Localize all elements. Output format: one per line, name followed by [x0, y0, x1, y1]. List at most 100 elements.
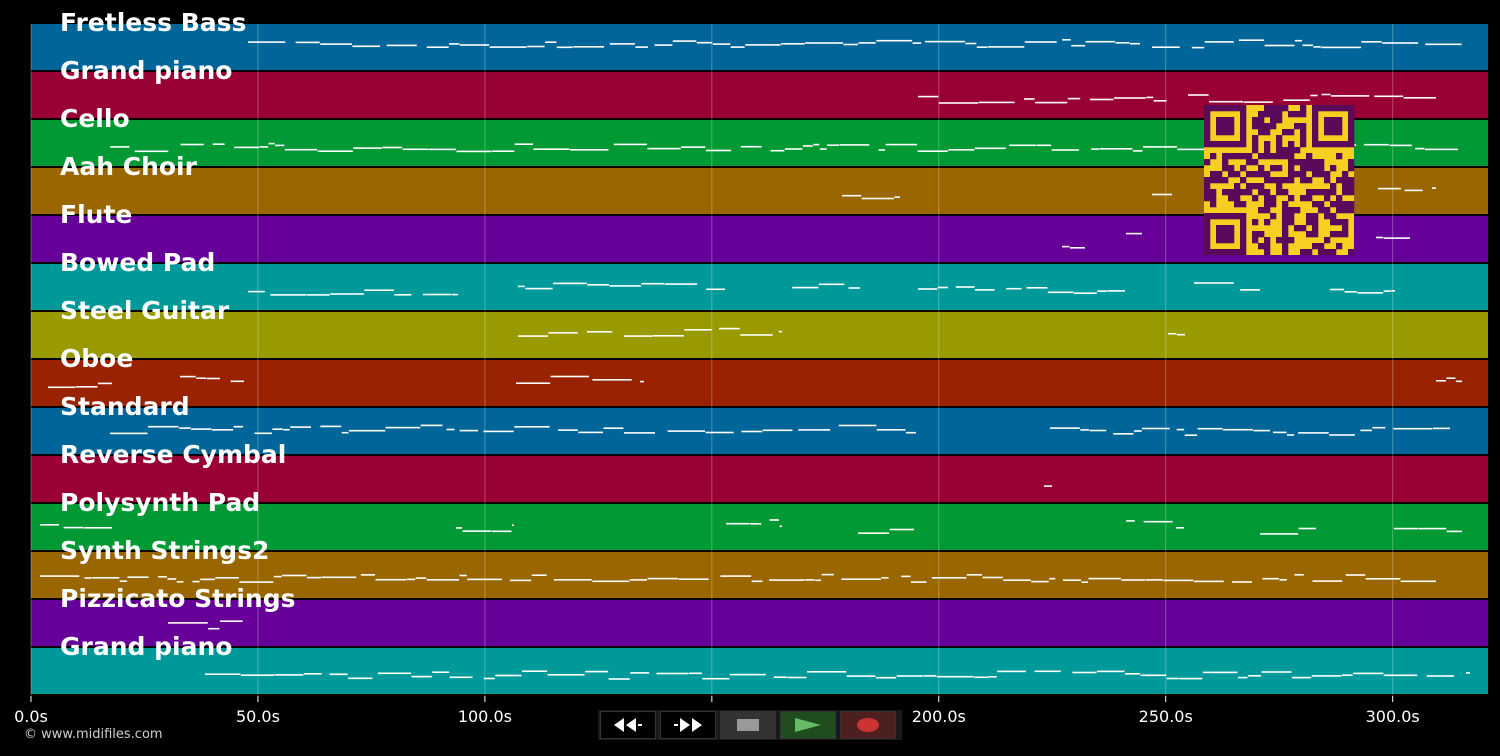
note: [1238, 39, 1265, 41]
qr-module: [1330, 189, 1337, 196]
qr-module: [1246, 183, 1253, 190]
qr-module: [1348, 105, 1355, 112]
qr-module: [1324, 213, 1331, 220]
note: [608, 678, 630, 680]
note: [1446, 530, 1462, 533]
note: [807, 671, 847, 673]
qr-module: [1312, 159, 1319, 166]
play-button[interactable]: [780, 711, 836, 739]
qr-module: [1258, 243, 1265, 250]
qr-module: [1306, 219, 1313, 226]
note: [1243, 101, 1273, 103]
note: [846, 675, 876, 677]
note: [402, 148, 428, 151]
note: [861, 197, 894, 200]
note: [364, 289, 394, 291]
note: [1114, 97, 1146, 99]
note: [965, 42, 977, 45]
rewind-button[interactable]: [600, 711, 656, 739]
note: [1393, 427, 1433, 430]
note: [1321, 46, 1361, 49]
qr-module: [1240, 135, 1247, 142]
note: [911, 581, 927, 583]
qr-module: [1288, 153, 1295, 160]
qr-module: [1234, 183, 1241, 190]
qr-module: [1222, 105, 1229, 112]
track-lane: [31, 456, 1488, 502]
qr-module: [1258, 111, 1265, 118]
qr-module: [1336, 219, 1343, 226]
note: [955, 286, 975, 288]
qr-module: [1228, 117, 1235, 124]
note: [762, 429, 793, 432]
note: [705, 149, 732, 152]
qr-module: [1300, 195, 1307, 202]
play-icon: [795, 718, 821, 732]
qr-module: [1222, 213, 1229, 220]
qr-module: [1336, 231, 1343, 238]
qr-module: [1324, 117, 1331, 124]
qr-module: [1216, 231, 1223, 238]
qr-module: [1300, 111, 1307, 118]
qr-module: [1288, 219, 1295, 226]
qr-module: [1252, 231, 1259, 238]
note: [741, 430, 763, 433]
note: [858, 42, 876, 44]
note: [1261, 671, 1292, 673]
qr-module: [1282, 213, 1289, 220]
note: [1176, 527, 1184, 529]
qr-module: [1240, 237, 1247, 244]
qr-module: [1222, 165, 1229, 172]
note: [578, 431, 603, 434]
note: [623, 432, 655, 434]
note: [1353, 672, 1384, 675]
qr-module: [1348, 207, 1355, 214]
note: [386, 44, 417, 47]
qr-module: [1282, 129, 1289, 136]
note: [306, 294, 330, 296]
note: [1313, 46, 1321, 48]
qr-module: [1204, 219, 1211, 226]
qr-module: [1282, 237, 1289, 244]
fast-forward-button[interactable]: [660, 711, 716, 739]
note: [1209, 100, 1244, 103]
qr-module: [1276, 189, 1283, 196]
qr-module: [1348, 177, 1355, 184]
qr-module: [1264, 147, 1271, 154]
note: [375, 578, 407, 581]
qr-module: [1342, 189, 1349, 196]
track-label: Grand piano: [60, 56, 232, 85]
note: [818, 283, 845, 286]
qr-module: [1222, 237, 1229, 244]
track-label: Grand piano: [60, 632, 232, 661]
note: [1126, 232, 1142, 235]
note: [730, 46, 745, 48]
qr-module: [1300, 249, 1307, 256]
qr-module: [1318, 189, 1325, 196]
note: [176, 581, 184, 583]
qr-module: [1348, 183, 1355, 190]
qr-module: [1234, 153, 1241, 160]
qr-module: [1210, 249, 1217, 256]
note: [906, 431, 916, 434]
qr-module: [1324, 177, 1331, 184]
qr-module: [1324, 249, 1331, 256]
qr-module: [1276, 237, 1283, 244]
note: [1433, 427, 1450, 430]
note: [127, 576, 149, 578]
stop-button[interactable]: [720, 711, 776, 739]
qr-module: [1258, 165, 1265, 172]
note: [1035, 101, 1068, 104]
note: [167, 578, 177, 580]
qr-module: [1312, 189, 1319, 196]
qr-module: [1234, 105, 1241, 112]
qr-module: [1342, 177, 1349, 184]
note: [1051, 149, 1080, 151]
qr-module: [1228, 165, 1235, 172]
qr-module: [1222, 225, 1229, 232]
record-button[interactable]: [840, 711, 896, 739]
note: [623, 335, 652, 337]
note: [1365, 578, 1401, 580]
note: [719, 327, 740, 330]
note: [1062, 245, 1070, 248]
